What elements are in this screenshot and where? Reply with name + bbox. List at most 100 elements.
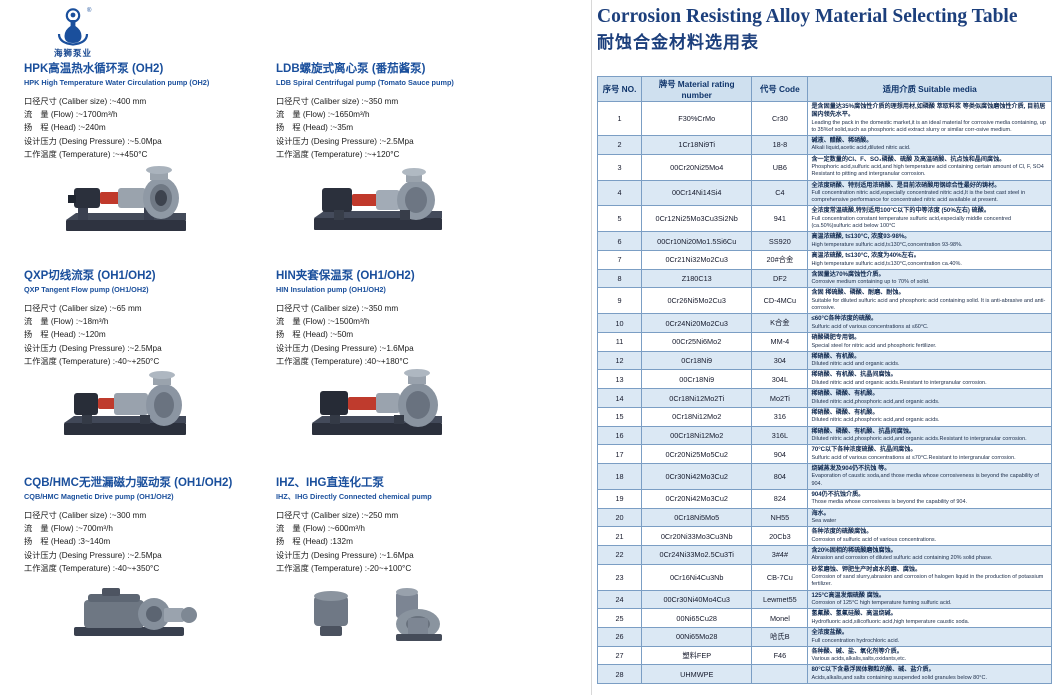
cell-code: 20Cb3 [751,526,809,546]
table-row[interactable]: 9 0Cr26Ni5Mo2Cu3 CD-4MCu 含固 稀硫酸、磷酸、耐磨、耐蚀。 Su… [596,287,1052,315]
cell-code: F46 [751,645,809,666]
pump-spec-list: 口径尺寸 (Caliber size) :~65 mm 流 量 (Flow) :… [24,302,276,368]
cell-no: 17 [596,444,643,464]
pump-title-en: IHZ、IHG Directly Connected chemical pump [276,492,432,501]
media-text-en: Hydrofluoric acid,silicofluoric acid,hig… [811,618,970,625]
alloy-material-table: 序号 NO. 牌号 Material rating number 代号 Code… [596,76,1052,685]
pump-card[interactable]: IHZ、IHG直连化工泵 IHZ、IHG Directly Connected … [276,476,528,683]
spec-head: 扬 程 (Head) :~35m [276,123,354,133]
spec-flow: 流 量 (Flow) :~1650m³/h [276,110,370,120]
cell-no: 11 [596,332,643,352]
alloy-table-wrapper: 序号 NO. 牌号 Material rating number 代号 Code… [596,76,1052,685]
media-text-en: Corrosion of sulfuric acid of various co… [811,536,937,543]
cell-code: 904 [751,444,809,464]
table-row[interactable]: 25 00Ni65Cu28 Monel 氢氟酸、氢氟硅酸、高温烧碱。 Hydrofluo… [596,608,1052,628]
table-row[interactable]: 18 0Cr30Ni42Mo3Cu2 804 烧碱蒸发及904仍不抗蚀 等。 Evapo… [596,462,1052,490]
pump-spec-list: 口径尺寸 (Caliber size) :~250 mm 流 量 (Flow) … [276,509,528,575]
cell-no: 24 [596,589,643,610]
table-row[interactable]: 10 0Cr24Ni20Mo2Cu3 K合金 ≤60°C各种浓度的硫酸。 Sulfuri… [596,313,1052,334]
table-row[interactable]: 16 00Cr18Ni12Mo2 316L 稀硝酸、磷酸、有机酸、抗晶间腐蚀。 Dilu… [596,425,1052,446]
table-row[interactable]: 1 F30%CrMo Cr30 是含固量达35%腐蚀性介质的理想用材,如磷酸 萃取料浆… [596,101,1052,136]
spec-pressure: 设计压力 (Desing Pressure) :~1.6Mpa [276,550,414,560]
media-text-cn: 硝酸磷肥专用钢。 [811,334,861,342]
cell-no: 14 [596,388,643,408]
media-text-cn: 含固 稀硫酸、磷酸、耐磨、耐蚀。 [811,289,905,297]
table-row[interactable]: 24 00Cr30Ni40Mo4Cu3 Lewmet55 125°C高温发烟硫酸 腐蚀… [596,589,1052,610]
cell-code: Lewmet55 [751,589,809,610]
pump-card[interactable]: QXP切线流泵 (OH1/OH2) QXP Tangent Flow pump … [24,269,276,476]
table-row[interactable]: 27 塑料FEP F46 各种酸、碱、盐、氧化剂等介质。 Various acids,a… [596,645,1052,666]
spec-flow: 流 量 (Flow) :~1700m³/h [24,110,118,120]
table-row[interactable]: 20 0Cr18Ni5Mo5 NH55 海水。 Sea water [596,507,1052,528]
cell-media: 碱液、醋酸、稀硝酸。 Alkali liquid,acetic acid,dilu… [807,134,1052,155]
cell-no: 13 [596,369,643,390]
media-text-cn: 全浓度常温硫酸,特别适用100°C以下的中等浓度 (50%左右) 硫酸。 [811,207,990,215]
cell-material: 0Cr16Ni4Cu3Nb [641,563,753,591]
spec-head: 扬 程 (Head) :132m [276,537,353,547]
cell-code: 3#4# [751,544,809,565]
table-row[interactable]: 4 00Cr14Ni14Si4 C4 全浓度硝酸、特别适用浓硝酸、是目前浓硝酸用钢综合… [596,179,1052,207]
cell-media: 80°C以下含悬浮固体颗粒的酸、碱、盐介质。 Acids,alkalis,and … [807,664,1052,685]
table-row[interactable]: 7 0Cr21Ni32Mo2Cu3 20#合金 高温浓硫酸, t≤130°C, 浓度为… [596,250,1052,270]
table-row[interactable]: 28 UHMWPE 80°C以下含悬浮固体颗粒的酸、碱、盐介质。 Acids,alka… [596,664,1052,685]
inline-chemical-pump-photo [296,572,506,664]
cell-no: 4 [596,179,643,207]
table-row[interactable]: 17 0Cr20Ni25Mo5Cu2 904 70°C以下各种浓度硫酸、抗晶间腐蚀。 S… [596,444,1052,464]
cell-no: 20 [596,507,643,528]
media-text-cn: 稀硝酸、有机酸、抗晶间腐蚀。 [811,371,897,379]
spec-temperature: 工作温度 (Temperature) :-20~+100°C [276,563,412,573]
media-text-en: Sulfuric acid of various concentrations … [811,323,929,330]
cell-media: 904仍不抗蚀介质。 Those media whose corrosivess … [807,488,1052,509]
cell-code: CD-4MCu [751,287,809,315]
cell-material: 00Cr18Ni12Mo2 [641,425,753,446]
cell-material: 0Cr12Ni25Mo3Cu3Si2Nb [641,205,753,233]
page-title-cn: 耐蚀合金材料选用表 [597,33,759,52]
table-row[interactable]: 5 0Cr12Ni25Mo3Cu3Si2Nb 941 全浓度常温硫酸,特别适用100°… [596,205,1052,233]
table-row[interactable]: 11 00Cr25Ni6Mo2 MM-4 硝酸磷肥专用钢。 Special steel … [596,332,1052,352]
table-row[interactable]: 22 0Cr24Ni33Mo2.5Cu3Ti 3#4# 含20%固相的稀硫酸磨蚀腐蚀。… [596,544,1052,565]
table-row[interactable]: 21 0Cr20Ni33Mo3Cu3Nb 20Cb3 各种浓度的硫酸腐蚀。 Corros… [596,526,1052,546]
table-row[interactable]: 15 0Cr18Ni12Mo2 316 稀硝酸、磷酸、有机酸。 Diluted nitr… [596,406,1052,427]
cell-media: 各种酸、碱、盐、氧化剂等介质。 Various acids,alkalis,sal… [807,645,1052,666]
media-text-en: Acids,alkalis,and salts containing suspe… [811,674,987,681]
media-text-en: Diluted nitric acid and organic acids. [811,361,900,368]
spec-caliber: 口径尺寸 (Caliber size) :~350 mm [276,304,399,313]
cell-no: 18 [596,462,643,490]
table-row[interactable]: 2 1Cr18Ni9Ti 18-8 碱液、醋酸、稀硝酸。 Alkali liquid,a… [596,134,1052,155]
cell-no: 22 [596,544,643,565]
pump-card[interactable]: HPK高温热水循环泵 (OH2) HPK High Temperature Wa… [24,62,276,269]
media-text-en: Special steel for nitric acid and phosph… [811,342,937,349]
table-row[interactable]: 6 00Cr10Ni20Mo1.5Si6Cu SS920 高温浓硫酸, t≤130°C… [596,231,1052,252]
spec-flow: 流 量 (Flow) :~600m³/h [276,524,365,534]
media-text-cn: 904仍不抗蚀介质。 [811,490,865,498]
cell-material: 0Cr24Ni20Mo2Cu3 [641,313,753,334]
media-text-cn: 含20%固相的稀硫酸磨蚀腐蚀。 [811,546,897,554]
pump-card[interactable]: CQB/HMC无泄漏磁力驱动泵 (OH1/OH2) CQB/HMC Magnet… [24,476,276,683]
company-logo: ® 海狮泵业 [28,6,118,62]
table-row[interactable]: 8 Z180C13 DF2 含固量达70%腐蚀性介质。 Corrosive medium… [596,268,1052,289]
table-row[interactable]: 26 00Ni65Mo28 哈氏B 全浓度盐酸。 Full concentration … [596,627,1052,647]
pump-card[interactable]: LDB螺旋式离心泵 (番茄酱泵) LDB Spiral Centrifugal … [276,62,528,269]
spec-temperature: 工作温度 (Temperature) :-40~+250°C [24,356,160,366]
media-text-en: Full concentration constant temperature … [811,215,1012,230]
table-row[interactable]: 12 0Cr18Ni9 304 稀硝酸、有机酸。 Diluted nitric acid… [596,350,1052,371]
table-row[interactable]: 13 00Cr18Ni9 304L 稀硝酸、有机酸、抗晶间腐蚀。 Diluted nit… [596,369,1052,390]
pump-spec-list: 口径尺寸 (Caliber size) :~300 mm 流 量 (Flow) … [24,509,276,575]
pump-card[interactable]: HIN夹套保温泵 (OH1/OH2) HIN Insulation pump (… [276,269,528,476]
table-header: 序号 NO. 牌号 Material rating number 代号 Code… [596,76,1052,102]
cell-no: 6 [596,231,643,252]
table-row[interactable]: 3 00Cr20Ni25Mo4 UB6 含一定数量的Cl、F、SO₄磷酸、硫酸 及高温… [596,153,1052,181]
table-row[interactable]: 14 0Cr18Ni12Mo2Ti Mo2Ti 稀硝酸、磷酸、有机酸。 Diluted … [596,388,1052,408]
cell-no: 26 [596,627,643,647]
table-row[interactable]: 23 0Cr16Ni4Cu3Nb CB-7Cu 砂浆磨蚀、钾肥生产时卤水的磨、腐蚀。 C… [596,563,1052,591]
cell-media: 高温浓硫酸, t≤130°C, 浓度为40%左右。 High temperatur… [807,250,1052,270]
spec-temperature: 工作温度 (Temperature) :40~+180°C [276,356,409,366]
spec-pressure: 设计压力 (Desing Pressure) :~2.5Mpa [24,550,162,560]
table-row[interactable]: 19 0Cr20Ni42Mo3Cu2 824 904仍不抗蚀介质。 Those medi… [596,488,1052,509]
cell-no: 9 [596,287,643,315]
pump-title-en: QXP Tangent Flow pump (OH1/OH2) [24,285,149,294]
cell-material: 0Cr24Ni33Mo2.5Cu3Ti [641,544,753,565]
spec-caliber: 口径尺寸 (Caliber size) :~300 mm [24,511,147,520]
media-text-en: High temperature sulfuric acid,t≤130°C,c… [811,260,962,267]
media-text-en: Diluted nitric acid,phosphoric acid,and … [811,398,940,405]
